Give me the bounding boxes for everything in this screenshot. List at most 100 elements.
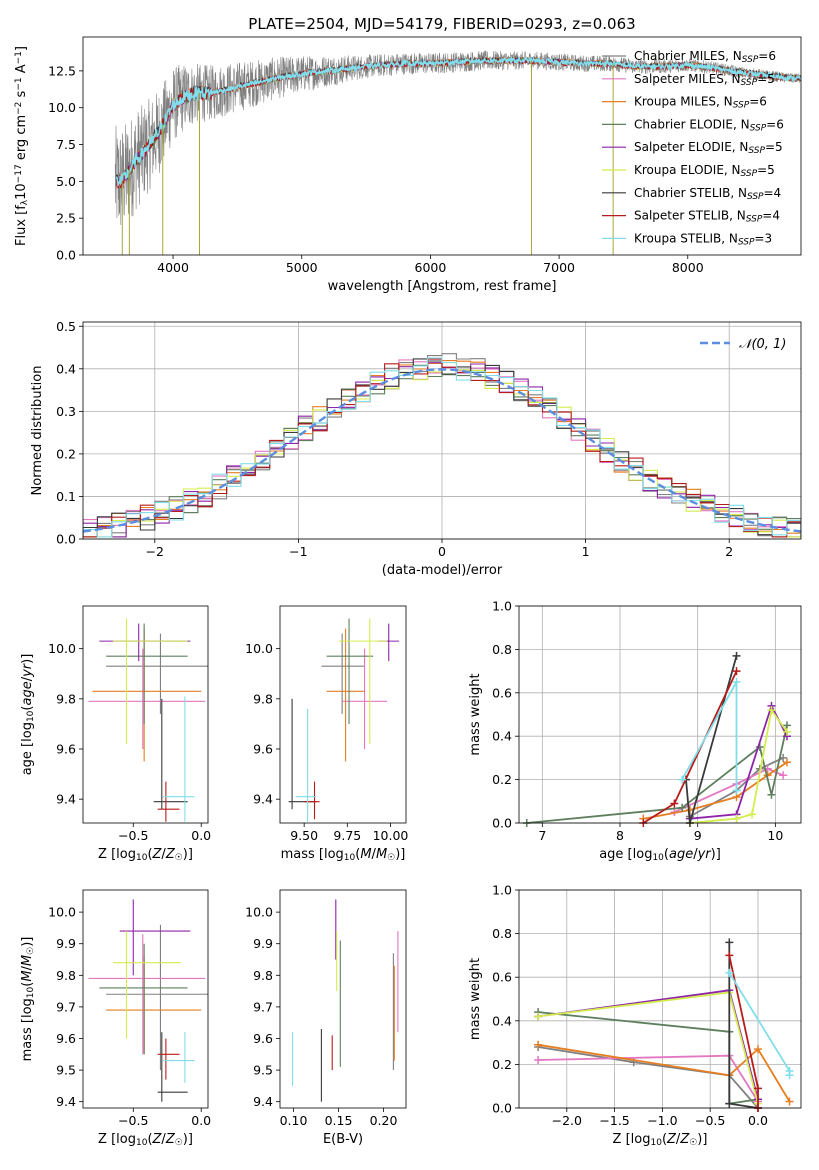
x-tick-label: 0.10: [280, 1113, 308, 1128]
x-tick-label: −2: [146, 544, 164, 559]
series-line-chabrier_miles: [537, 1046, 759, 1109]
x-tick-label: 4000: [157, 260, 189, 275]
y-tick-label: 0.1: [56, 489, 76, 504]
label-part: Z [log: [98, 1132, 136, 1147]
axes-age_vs_Z: −0.5 0.0 9.4 9.6 9.8 10.0: [48, 641, 211, 843]
series-marker: [767, 706, 776, 715]
label-part: ☉: [175, 1138, 183, 1148]
series-marker: [785, 1097, 794, 1106]
label-part: SSP: [733, 101, 750, 111]
point-salpeter_stelib: [157, 781, 180, 822]
label-part: Kroupa ELODIE, N: [634, 163, 741, 177]
axes-spectrum: 4000 5000 6000 7000 8000 0.0 2.5 5.0 7.5 10.0 12.5: [48, 63, 704, 275]
y-axis-label: Flux [fλ10−17 erg cm−2 s−1 A−1]: [14, 46, 30, 246]
label-part: )]: [183, 1132, 193, 1147]
label-part: Z: [666, 1132, 677, 1147]
errorbars-mass_vs_Z: [88, 899, 208, 1102]
series-marker: [725, 1099, 734, 1108]
series-line-salpeter_miles: [674, 767, 784, 813]
x-tick-label: 0: [438, 544, 446, 559]
label-part: Normed distribution: [30, 366, 45, 496]
label-part: Z: [152, 847, 163, 862]
point-chabrier_elodie: [106, 623, 188, 724]
label-part: /: [693, 847, 698, 862]
series-marker: [725, 951, 734, 960]
label-part: Kroupa STELIB, N: [634, 231, 738, 245]
label-part: =5: [757, 163, 775, 177]
frame-age_vs_Z: [82, 605, 209, 824]
model-spectrum-kroupa_stelib: [115, 55, 801, 187]
series-marker: [783, 727, 792, 736]
y-axis-label: mass weight: [468, 673, 483, 755]
label-part: A: [14, 64, 29, 77]
series-marker: [753, 1045, 762, 1054]
point-kroupa_elodie: [338, 618, 388, 744]
label-part: yr: [697, 847, 713, 862]
y-tick-label: 10.0: [245, 641, 273, 656]
label-part: erg cm: [14, 115, 29, 164]
y-axis-label: Normed distribution: [30, 366, 45, 496]
y-tick-label: 9.7: [56, 999, 76, 1014]
series-marker: [685, 805, 694, 814]
point-salpeter_miles: [88, 648, 206, 749]
x-tick-label: 10.00: [373, 828, 409, 843]
label-part: λ: [20, 199, 30, 205]
x-tick-label: 9.50: [290, 828, 318, 843]
y-tick-label: 0.8: [492, 642, 512, 657]
label-part: (: [662, 1132, 667, 1147]
y-tick-label: 9.9: [56, 936, 76, 951]
x-axis-label: mass [log10(M/M☉)]: [281, 847, 406, 863]
y-tick-label: 0.0: [56, 532, 76, 547]
label-part: /: [161, 847, 166, 862]
label-part: SSP: [746, 215, 763, 225]
y-tick-label: 7.5: [56, 137, 76, 152]
label-part: M: [20, 970, 35, 981]
label-part: =6: [758, 49, 776, 63]
y-tick-label: 5.0: [56, 174, 76, 189]
point-chabrier_miles: [321, 633, 365, 714]
frame-age_vs_mass: [279, 605, 407, 824]
label-part: Chabrier MILES, N: [634, 49, 742, 63]
legend-label: Chabrier ELODIE, NSSP=6: [634, 117, 784, 133]
label-part: =5: [765, 140, 783, 154]
y-tick-label: 9.6: [56, 1031, 76, 1046]
y-tick-label: 9.5: [253, 1063, 273, 1078]
y-tick-label: 9.4: [56, 1094, 76, 1109]
x-tick-label: 0.20: [370, 1113, 398, 1128]
x-tick-label: 8: [616, 828, 624, 843]
label-part: 10: [26, 986, 36, 998]
y-axis-label: mass [log10(M/M☉)]: [20, 937, 36, 1062]
legend-label: Kroupa STELIB, NSSP=3: [634, 231, 772, 247]
frame-spectrum: [82, 36, 802, 256]
point-chabrier_stelib: [153, 698, 188, 810]
label-part: 10: [650, 1138, 662, 1148]
label-part: (: [664, 847, 669, 862]
x-axis-label: age [log10(age/yr)]: [599, 847, 721, 863]
point-salpeter_stelib: [157, 1038, 180, 1080]
y-tick-label: 0.0: [492, 816, 512, 831]
legend-label: Salpeter MILES, NSSP=5: [634, 72, 775, 88]
axes-mass_weight_vs_age: 7 8 9 10 0.0 0.2 0.4 0.6 0.8 1.0: [492, 599, 801, 843]
x-tick-label: 0.0: [191, 1113, 211, 1128]
label-part: Salpeter ELODIE, N: [634, 140, 748, 154]
y-tick-label: 0.8: [492, 926, 512, 941]
y-tick-label: 0.0: [492, 1101, 512, 1116]
label-part: 10: [14, 183, 29, 200]
label-part: =6: [749, 95, 767, 109]
y-tick-label: 9.7: [253, 999, 273, 1014]
label-part: −17: [14, 164, 24, 183]
label-part: wavelength [Angstrom, rest frame]: [328, 279, 557, 294]
series-marker: [732, 814, 741, 823]
series-marker: [785, 1071, 794, 1080]
label-part: SSP: [747, 192, 764, 202]
label-part: age [log: [20, 722, 35, 775]
point-chabrier_stelib: [157, 1032, 188, 1102]
point-salpeter_stelib: [304, 781, 320, 820]
y-tick-label: 12.5: [48, 63, 76, 78]
label-part: ☉: [689, 1138, 697, 1148]
point-salpeter_miles: [342, 648, 388, 749]
label-part: /: [372, 847, 377, 862]
y-tick-label: 10.0: [48, 100, 76, 115]
frame-mass_vs_Z: [82, 889, 209, 1109]
series-marker: [767, 790, 776, 799]
